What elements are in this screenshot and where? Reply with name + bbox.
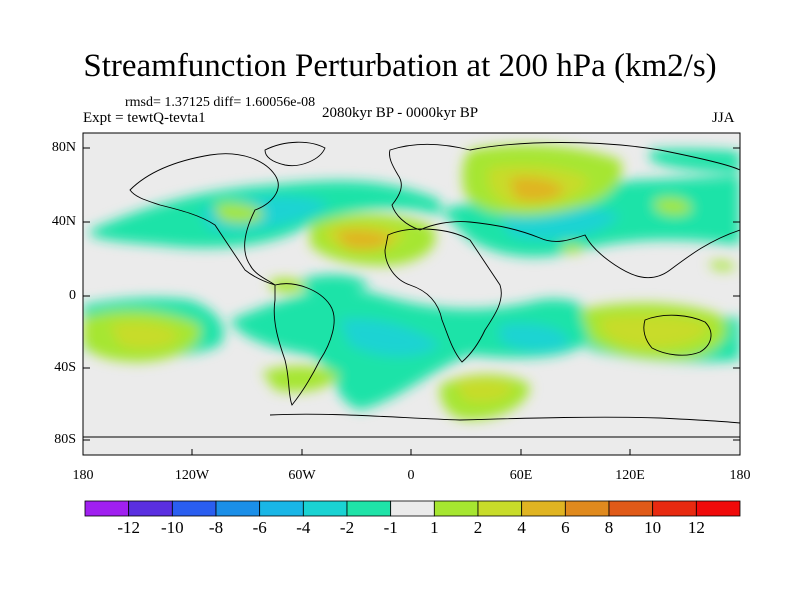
contour-teal-tropics — [300, 274, 370, 294]
south-america-outline — [273, 283, 335, 406]
contour-green-south-america — [262, 365, 340, 392]
lat-label-80s: 80S — [54, 432, 76, 447]
lon-label-120w: 120W — [174, 468, 210, 483]
colorbar-label-4: -4 — [296, 518, 311, 537]
colorbar-swatch-6 — [346, 500, 392, 517]
colorbar-swatch-7 — [390, 500, 435, 517]
lon-label-60w: 60W — [288, 468, 316, 483]
lon-label-60e: 60E — [509, 468, 533, 483]
australia-outline — [643, 314, 712, 356]
colorbar-label-11: 8 — [604, 518, 614, 537]
lon-label-180w: 180 — [72, 468, 94, 483]
colorbar-swatch-2 — [171, 500, 217, 517]
colorbar-swatch-12 — [608, 500, 654, 517]
colorbar-label-12: 10 — [644, 518, 662, 537]
contour-cyan-south-atlantic — [340, 319, 440, 357]
colorbar-label-7: 1 — [430, 518, 439, 537]
colorbar-swatch-8 — [433, 500, 479, 517]
colorbar-label-10: 6 — [561, 518, 570, 537]
season-label: JJA — [712, 110, 735, 126]
eurasia-outline — [389, 142, 740, 279]
lon-label-0: 0 — [407, 468, 415, 483]
contour-cyan-indian — [500, 323, 570, 352]
lat-label-0: 0 — [69, 288, 76, 303]
north-america-outline — [129, 153, 279, 286]
colorbar-swatch-1 — [128, 500, 173, 517]
lat-label-40s: 40S — [54, 360, 76, 375]
colorbar-label-3: -6 — [252, 518, 267, 537]
lon-label-120e: 120E — [615, 468, 645, 483]
colorbar-label-6: -1 — [383, 518, 398, 537]
contour-orange-sahara — [335, 230, 392, 250]
colorbar-swatch-13 — [652, 500, 697, 517]
colorbar-label-9: 4 — [517, 518, 526, 537]
chart-title: Streamfunction Perturbation at 200 hPa (… — [83, 48, 717, 84]
contour-yellow-australia — [600, 314, 710, 349]
coastlines — [83, 141, 740, 438]
lat-label-40n: 40N — [51, 214, 76, 229]
contour-green-pacific — [655, 198, 692, 215]
greenland-outline — [264, 141, 326, 167]
colorbar-swatch-4 — [259, 500, 304, 517]
colorbar-swatch-14 — [695, 500, 741, 517]
antarctica-outline — [269, 413, 740, 424]
colorbar-label-8: 2 — [473, 518, 483, 537]
lat-label-80n: 80N — [51, 140, 76, 155]
contour-yellow-south-indian — [455, 379, 515, 402]
stats-text: rmsd= 1.37125 diff= 1.60056e-08 — [125, 95, 316, 110]
colorbar-label-2: -8 — [208, 518, 224, 537]
contour-teal-arctic — [650, 149, 740, 172]
contour-green-arabia — [562, 243, 584, 254]
colorbar-swatch-10 — [521, 500, 566, 517]
period-label: 2080kyr BP - 0000kyr BP — [322, 105, 479, 121]
lon-label-180e: 180 — [729, 468, 751, 483]
colorbar-label-1: -10 — [160, 518, 184, 537]
colorbar-swatch-3 — [215, 500, 261, 517]
contour-green-north-america — [215, 203, 265, 223]
contour-cyan-asia — [500, 207, 620, 240]
contour-field — [83, 133, 740, 455]
contour-green-west-pacific — [710, 261, 736, 271]
colorbar-label-13: 12 — [687, 518, 705, 537]
colorbar-swatch-11 — [564, 500, 610, 517]
contour-green-caribbean — [270, 278, 305, 293]
colorbar-label-0: -12 — [117, 518, 140, 537]
contour-orange-siberia — [510, 177, 565, 202]
colorbar-swatch-5 — [302, 500, 348, 517]
colorbar-label-5: -2 — [339, 518, 355, 537]
axis-ticks — [83, 147, 740, 455]
colorbar-swatch-9 — [477, 500, 523, 517]
experiment-label: Expt = tewtQ-tevta1 — [83, 110, 206, 126]
colorbar — [84, 500, 741, 517]
contour-yellow-south-pacific — [110, 322, 180, 349]
africa-outline — [384, 228, 502, 363]
colorbar-swatch-0 — [84, 500, 130, 517]
